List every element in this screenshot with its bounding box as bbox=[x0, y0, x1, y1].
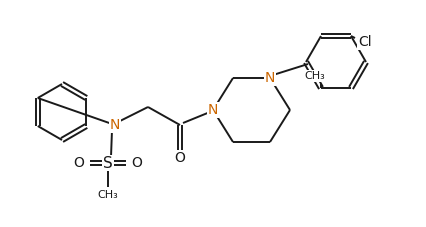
Text: O: O bbox=[175, 151, 185, 165]
Text: Cl: Cl bbox=[358, 35, 372, 49]
Text: N: N bbox=[265, 71, 275, 85]
Text: N: N bbox=[110, 118, 120, 132]
Text: S: S bbox=[103, 155, 113, 170]
Text: CH₃: CH₃ bbox=[98, 190, 118, 200]
Text: O: O bbox=[132, 156, 142, 170]
Text: CH₃: CH₃ bbox=[305, 71, 325, 81]
Text: N: N bbox=[208, 103, 218, 117]
Text: O: O bbox=[74, 156, 84, 170]
